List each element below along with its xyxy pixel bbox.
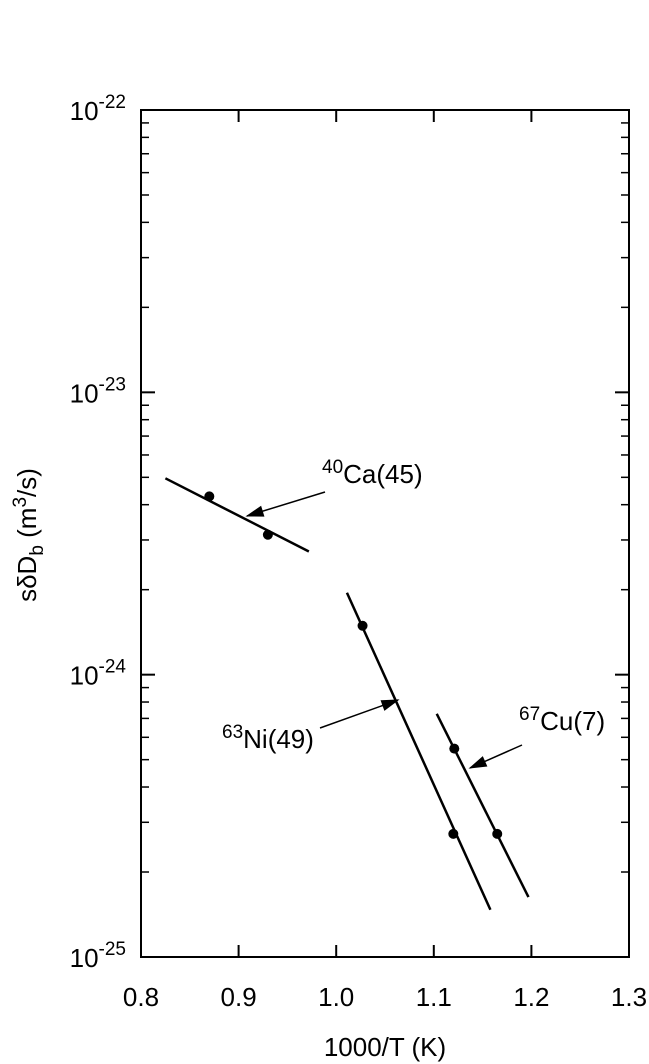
y-label-part: /s) <box>12 468 42 497</box>
series-annotation: 67Cu(7) <box>519 704 605 736</box>
isotope-name: Cu(7) <box>540 706 605 736</box>
x-tick-label: 0.9 <box>221 982 257 1012</box>
y-label-sup: 3 <box>10 497 31 508</box>
y-label-part: sδD <box>12 556 42 602</box>
arrow-head <box>380 699 400 711</box>
y-label-sub: b <box>27 545 48 556</box>
isotope-mass: 67 <box>519 704 540 725</box>
y-tick-label: 10-24 <box>70 657 127 691</box>
data-point <box>262 529 273 540</box>
y-tick-label: 10-25 <box>70 939 126 973</box>
y-tick-base: 10 <box>70 96 99 126</box>
isotope-mass: 63 <box>222 722 243 743</box>
series-annotation: 63Ni(49) <box>222 722 314 754</box>
x-tick-label: 1.3 <box>611 982 647 1012</box>
y-axis-label: sδDb (m3/s) <box>10 468 48 602</box>
plot-frame <box>140 109 630 958</box>
y-tick-exponent: -22 <box>99 92 126 113</box>
y-tick-exponent: -24 <box>99 657 127 678</box>
y-tick-exponent: -25 <box>99 939 126 960</box>
data-point <box>492 828 503 839</box>
x-axis-label: 1000/T (K) <box>324 1032 446 1062</box>
data-point <box>448 828 459 839</box>
fit-line <box>164 477 310 553</box>
isotope-name: Ni(49) <box>243 724 314 754</box>
y-label-part: (m <box>12 508 42 546</box>
data-point <box>204 491 215 502</box>
fit-line <box>345 592 492 911</box>
arrow-head <box>468 756 488 769</box>
data-point <box>449 743 460 754</box>
y-tick-exponent: -23 <box>99 374 126 395</box>
x-tick-label: 1.2 <box>513 982 549 1012</box>
isotope-name: Ca(45) <box>343 459 422 489</box>
data-point <box>357 620 368 631</box>
y-tick-base: 10 <box>70 943 99 973</box>
isotope-mass: 40 <box>322 457 343 478</box>
x-tick-label: 1.1 <box>416 982 452 1012</box>
x-tick-label: 0.8 <box>123 982 159 1012</box>
arrow-head <box>245 505 265 517</box>
y-tick-base: 10 <box>70 661 99 691</box>
y-tick-label: 10-23 <box>70 374 126 408</box>
y-tick-label: 10-22 <box>70 92 126 126</box>
x-tick-label: 1.0 <box>318 982 354 1012</box>
series-annotation: 40Ca(45) <box>322 457 423 489</box>
y-tick-base: 10 <box>70 378 99 408</box>
fit-line <box>435 713 530 898</box>
